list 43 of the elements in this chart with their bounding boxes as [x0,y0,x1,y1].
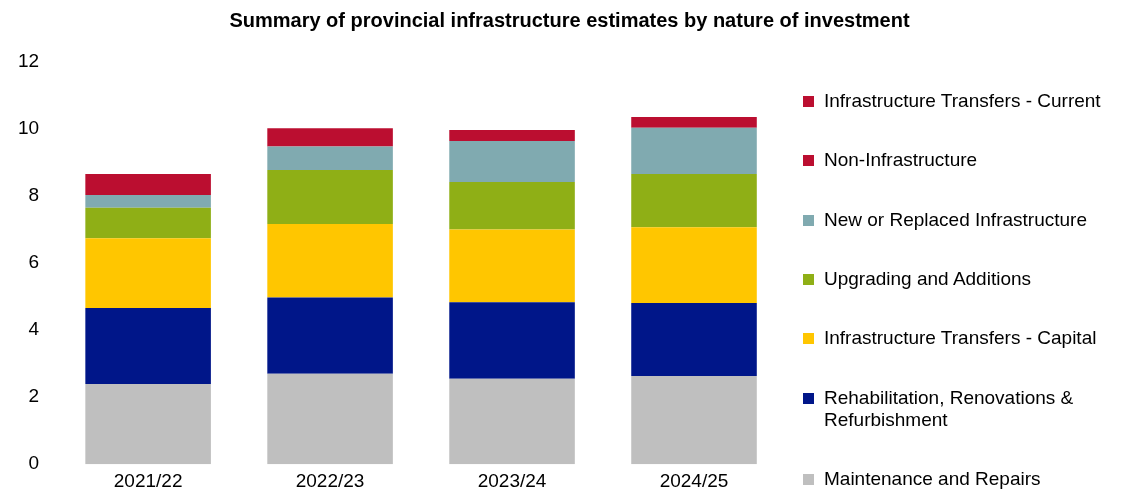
y-tick-label: 6 [28,251,40,273]
bar [85,308,211,385]
bar [267,146,393,170]
legend-label: Infrastructure Transfers - Current [824,90,1101,112]
chart-title: Summary of provincial infrastructure estimates by nature of investment [228,9,911,32]
bar [449,378,575,465]
x-tick-label: 2021/22 [113,469,183,491]
legend-label: Infrastructure Transfers - Capital [824,327,1097,350]
bar [449,141,575,182]
bar [85,384,211,465]
x-tick-label: 2022/23 [295,469,365,491]
bar [267,169,393,224]
bar [267,297,393,374]
bar [449,229,575,303]
legend-label: Non-Infrastructure [824,149,978,172]
bar [267,373,393,465]
bar [267,128,393,147]
y-tick-label: 8 [28,184,40,206]
bar [631,116,757,128]
legend-label: Rehabilitation, Renovations & Refurbishment [824,386,1075,431]
bar [449,302,575,379]
bar [267,223,393,298]
bar [631,376,757,465]
y-tick-label: 0 [28,452,40,474]
y-tick-label: 12 [17,50,40,72]
bar [631,227,757,303]
bar [631,127,757,174]
bar [85,207,211,239]
y-tick-label: 2 [28,385,40,407]
bar [85,238,211,309]
legend-label: Upgrading and Additions [824,267,1032,290]
bar [85,195,211,208]
legend-label: New or Replaced Infrastructure [824,208,1087,231]
x-tick-label: 2024/25 [659,469,729,491]
bar [449,181,575,230]
bar [631,173,757,228]
y-tick-label: 10 [17,117,40,139]
bar [449,130,575,142]
bar [85,173,211,196]
x-tick-label: 2023/24 [477,469,547,491]
y-tick-label: 4 [28,318,40,340]
bar [631,302,757,377]
legend-label: Maintenance and Repairs [824,467,1041,490]
